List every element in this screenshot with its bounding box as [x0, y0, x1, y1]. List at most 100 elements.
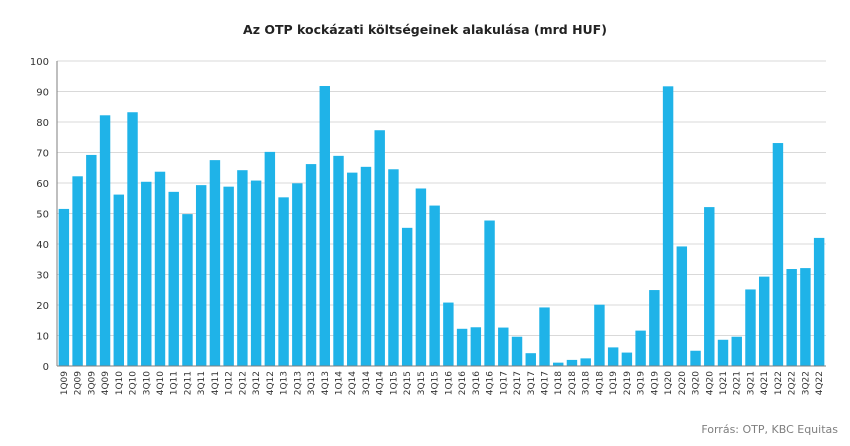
x-tick-label: 3Q12: [252, 371, 262, 395]
x-tick-label: 1Q21: [719, 371, 729, 395]
bar: [745, 289, 756, 366]
x-tick-label: 4Q10: [156, 371, 166, 396]
y-tick-labels: 0 10 20 30 40 50 60 70 80 90 100: [30, 57, 49, 373]
y-tick-label: 100: [30, 57, 49, 68]
bar: [127, 112, 138, 367]
x-tick-label: 1Q11: [170, 371, 180, 395]
bar: [209, 160, 221, 366]
bar: [292, 183, 303, 366]
y-tick-label: 20: [36, 301, 49, 312]
x-tick-labels: 1Q09 2Q09 3Q09 4Q09 1Q10 2Q10 3Q10 4Q10 1Q11 2Q11…: [60, 371, 825, 396]
x-tick-label: 1Q19: [609, 371, 619, 396]
x-tick-label: 1Q13: [280, 371, 290, 395]
x-tick-label: 3Q20: [692, 371, 702, 396]
bar: [731, 336, 742, 366]
y-tick-label: 10: [36, 332, 49, 343]
x-tick-label: 2Q09: [74, 371, 84, 396]
x-tick-label: 2Q13: [293, 371, 303, 395]
bar: [223, 186, 234, 366]
bar: [580, 358, 591, 366]
x-tick-label: 2Q17: [513, 371, 523, 395]
bar: [800, 268, 811, 366]
x-tick-label: 4Q11: [211, 371, 221, 395]
x-tick-label: 4Q22: [815, 371, 825, 395]
x-tick-label: 4Q21: [760, 371, 770, 395]
bar: [690, 350, 701, 366]
x-tick-label: 1Q10: [115, 371, 125, 396]
bar: [498, 327, 509, 366]
x-tick-label: 3Q21: [746, 371, 756, 395]
x-tick-label: 2Q22: [788, 371, 798, 395]
bar: [594, 304, 605, 366]
bar: [182, 214, 193, 366]
x-tick-label: 4Q12: [266, 371, 276, 395]
x-tick-label: 2Q11: [183, 371, 193, 395]
bar: [456, 328, 468, 366]
x-tick-label: 1Q17: [499, 371, 509, 395]
gridlines: [57, 60, 826, 336]
bar: [607, 347, 619, 366]
y-tick-label: 90: [36, 88, 49, 99]
x-tick-label: 1Q15: [389, 371, 399, 395]
bar: [566, 359, 578, 366]
x-tick-label: 2Q19: [623, 371, 633, 396]
x-tick-label: 3Q19: [637, 371, 647, 396]
bar: [676, 246, 688, 366]
y-tick-label: 80: [36, 118, 49, 129]
bar: [553, 362, 564, 366]
bar: [649, 290, 660, 366]
x-tick-label: 2Q12: [238, 371, 248, 395]
x-tick-label: 3Q15: [417, 371, 427, 395]
bar: [237, 170, 248, 366]
x-tick-label: 3Q18: [582, 371, 592, 396]
x-tick-label: 4Q15: [431, 371, 441, 395]
x-tick-label: 3Q22: [801, 371, 811, 395]
bar: [484, 220, 495, 366]
bar: [388, 169, 399, 366]
bar: [662, 86, 674, 366]
x-tick-label: 3Q16: [472, 371, 482, 396]
x-tick-label: 3Q11: [197, 371, 207, 395]
x-tick-label: 1Q18: [554, 371, 564, 396]
x-tick-label: 1Q20: [664, 371, 674, 396]
x-tick-label: 4Q09: [101, 371, 111, 396]
bar: [141, 181, 152, 366]
x-tick-label: 1Q22: [774, 371, 784, 395]
x-tick-label: 2Q14: [348, 371, 358, 396]
x-tick-label: 4Q18: [595, 371, 605, 396]
x-tick-label: 4Q20: [705, 371, 715, 396]
bar: [168, 191, 179, 366]
x-tick-label: 2Q18: [568, 371, 578, 396]
bar: [772, 143, 784, 366]
x-tick-label: 3Q10: [142, 371, 152, 396]
bar: [113, 194, 125, 366]
source-note: Forrás: OTP, KBC Equitas: [701, 423, 838, 436]
bar: [278, 197, 289, 366]
bar: [58, 208, 70, 366]
bar: [347, 172, 358, 366]
x-tick-label: 1Q12: [225, 371, 235, 395]
bar: [704, 207, 715, 366]
bar: [305, 164, 317, 366]
y-tick-label: 70: [36, 149, 49, 160]
x-tick-label: 3Q13: [307, 371, 317, 395]
bar: [717, 339, 729, 366]
bar: [374, 130, 385, 366]
y-tick-label: 0: [43, 362, 49, 373]
bar: [415, 188, 427, 366]
x-tick-label: 4Q14: [376, 371, 386, 396]
bar: [635, 330, 646, 366]
x-tick-label: 1Q09: [60, 371, 70, 396]
x-tick-label: 4Q13: [321, 371, 331, 395]
y-tick-label: 40: [36, 240, 49, 251]
x-tick-label: 4Q19: [650, 371, 660, 396]
bar: [758, 276, 770, 366]
bar: [195, 185, 207, 366]
x-tick-label: 1Q16: [444, 371, 454, 396]
x-tick-label: 3Q09: [87, 371, 97, 396]
bar: [72, 176, 83, 366]
x-tick-label: 2Q15: [403, 371, 413, 395]
bar: [621, 352, 633, 366]
y-tick-label: 50: [36, 210, 49, 221]
